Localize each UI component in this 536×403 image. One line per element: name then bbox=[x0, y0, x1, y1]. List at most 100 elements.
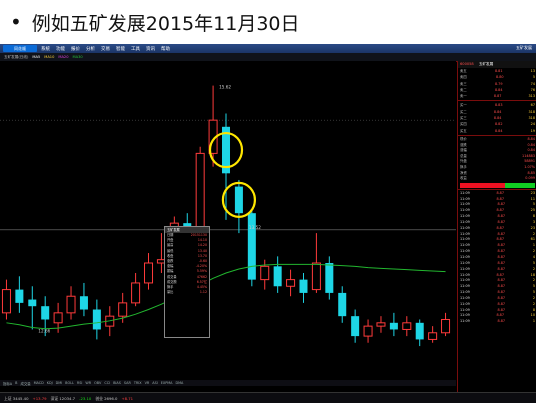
indicator-tab[interactable]: ASI bbox=[152, 381, 158, 385]
info-row: 成交量 47662 bbox=[165, 275, 209, 280]
ticks-cell: 8.87 bbox=[497, 278, 506, 283]
stat-row: 现价 8.84 bbox=[458, 137, 536, 143]
candle-body bbox=[260, 265, 270, 281]
candle-body bbox=[363, 325, 373, 337]
info-value: -4.20% bbox=[195, 264, 207, 269]
indicator-tab[interactable]: TRIX bbox=[133, 381, 142, 385]
index-cy[interactable]: 创业 2696.0 bbox=[95, 395, 118, 401]
bullet-icon: • bbox=[10, 10, 22, 34]
indicator-tab[interactable]: DMI bbox=[55, 381, 63, 385]
indicator-tab[interactable]: B bbox=[15, 381, 18, 385]
asks-cell: 卖三 bbox=[460, 81, 467, 86]
menu-item[interactable]: 工具 bbox=[131, 46, 140, 52]
highlight-circle bbox=[221, 181, 257, 218]
ticks-cell: 11:09 bbox=[460, 202, 470, 207]
side-ticks-row: 11:09 8.87 2 bbox=[458, 249, 536, 255]
status-bar: 上证 3445.40 +13.79 深证 12034.7 -23.10 创业 2… bbox=[0, 392, 536, 403]
candle-body bbox=[131, 282, 141, 304]
menu-item[interactable]: 智能 bbox=[116, 46, 125, 52]
indicator-tab[interactable]: 指标A bbox=[3, 381, 13, 386]
candle-body bbox=[286, 279, 296, 287]
ticks-cell: 11:09 bbox=[460, 231, 470, 236]
side-asks-row: 卖一 8.87 313 bbox=[458, 93, 536, 99]
ticks-cell: 8.87 bbox=[497, 284, 506, 289]
ticks-cell: 1 bbox=[532, 319, 535, 324]
bids-cell: 买四 bbox=[460, 122, 467, 127]
ticks-cell: 2 bbox=[532, 231, 535, 236]
ticks-cell: 11:09 bbox=[460, 249, 470, 254]
menu-item[interactable]: 交易 bbox=[101, 46, 110, 52]
indicator-tab[interactable]: MACD bbox=[33, 381, 44, 385]
info-row: 日期 20151130 bbox=[165, 233, 209, 238]
ticks-cell: 8.87 bbox=[497, 214, 506, 219]
kline-chart[interactable]: 15.62 12.66 13.52 bbox=[0, 61, 456, 372]
menu-item[interactable]: 功能 bbox=[56, 46, 65, 52]
stock-period-label[interactable]: 五矿发展(日线) bbox=[4, 54, 29, 59]
indicator-tab[interactable]: VR bbox=[144, 381, 150, 385]
stat-value: 8.84 bbox=[527, 136, 535, 141]
index-sz-change: -23.10 bbox=[79, 396, 92, 401]
bids-cell: 318 bbox=[528, 109, 535, 114]
crosshair-price-label: 13.52 bbox=[249, 225, 261, 230]
ticks-cell: 8.87 bbox=[497, 260, 506, 265]
index-sh[interactable]: 上证 3445.40 bbox=[4, 395, 29, 401]
quote-code: 600058 bbox=[460, 62, 474, 66]
info-row: 最高 14.20 bbox=[165, 243, 209, 248]
indicator-tab[interactable]: BOLL bbox=[65, 381, 74, 385]
side-ticks-row: 11:09 8.87 5 bbox=[458, 290, 536, 296]
indicator-tab[interactable]: BIAS bbox=[113, 381, 121, 385]
menu-item[interactable]: 分析 bbox=[86, 46, 95, 52]
ticks-cell: 8.87 bbox=[497, 290, 506, 295]
side-ticks-row: 11:09 8.87 25 bbox=[458, 208, 536, 214]
indicator-tab[interactable]: RSI bbox=[76, 381, 83, 385]
bids-cell: 买一 bbox=[460, 103, 467, 108]
highlight-circle bbox=[208, 131, 244, 169]
stat-label: 总量 bbox=[460, 153, 467, 158]
ticks-cell: 11:09 bbox=[460, 295, 470, 300]
side-bids-row: 买二 8.84 318 bbox=[458, 109, 536, 115]
indicator-tab[interactable]: DMA bbox=[175, 381, 184, 385]
ticks-cell: 8.87 bbox=[497, 301, 506, 306]
candle-body bbox=[92, 309, 101, 330]
ticks-cell: 11:09 bbox=[460, 225, 470, 230]
info-row: 量比 1.12 bbox=[165, 290, 209, 295]
ticks-cell: 11:09 bbox=[460, 219, 470, 224]
menu-item[interactable]: 资讯 bbox=[146, 46, 155, 52]
ticks-cell: 11:09 bbox=[460, 284, 470, 289]
slide-title-text: 例如五矿发展2015年11月30日 bbox=[31, 12, 300, 35]
side-asks-row: 卖二 8.84 76 bbox=[458, 87, 536, 93]
ticks-cell: 3 bbox=[532, 219, 535, 224]
indicator-tab[interactable]: WR bbox=[85, 381, 92, 385]
slide-title: • 例如五矿发展2015年11月30日 bbox=[10, 4, 300, 40]
ticks-cell: 5 bbox=[532, 284, 535, 289]
menu-item[interactable]: 系统 bbox=[41, 46, 50, 52]
candle-body bbox=[338, 292, 347, 317]
quote-name: 五矿发展 bbox=[478, 62, 494, 66]
index-sz[interactable]: 深证 12034.7 bbox=[50, 395, 76, 401]
side-ticks-row: 11:09 8.87 2 bbox=[458, 296, 536, 302]
candle-body bbox=[221, 126, 231, 174]
indicator-tab[interactable]: OBV bbox=[94, 381, 102, 385]
info-label: 涨幅 bbox=[167, 264, 174, 269]
ticks-cell: 8.87 bbox=[497, 231, 506, 236]
indicator-tab[interactable]: 成交量 bbox=[20, 381, 31, 386]
ticks-cell: 8.87 bbox=[497, 307, 506, 312]
indicator-tab[interactable]: CCI bbox=[104, 381, 111, 385]
info-value: 4.45% bbox=[196, 284, 207, 289]
menu-item[interactable]: 帮助 bbox=[161, 46, 170, 52]
ticks-cell: 11 bbox=[530, 196, 535, 201]
ticks-cell: 61 bbox=[530, 237, 535, 242]
menu-item[interactable]: 报价 bbox=[71, 46, 80, 52]
side-ticks-row: 11:09 8.87 1 bbox=[458, 243, 536, 249]
info-row: 涨跌 -0.60 bbox=[165, 259, 209, 264]
ticks-cell: 18 bbox=[530, 272, 535, 277]
info-value: 20151130 bbox=[190, 233, 207, 237]
stat-label: 外盘 bbox=[460, 159, 467, 164]
indicator-tab[interactable]: EXPMA bbox=[160, 381, 173, 385]
indicator-tab[interactable]: KDJ bbox=[46, 381, 53, 385]
side-ticks-row: 11:09 8.87 8 bbox=[458, 214, 536, 220]
indicator-tab[interactable]: SAR bbox=[123, 381, 131, 385]
asks-cell: 5 bbox=[532, 75, 535, 80]
ticks-cell: 1 bbox=[532, 243, 535, 248]
candle-body bbox=[247, 213, 256, 280]
